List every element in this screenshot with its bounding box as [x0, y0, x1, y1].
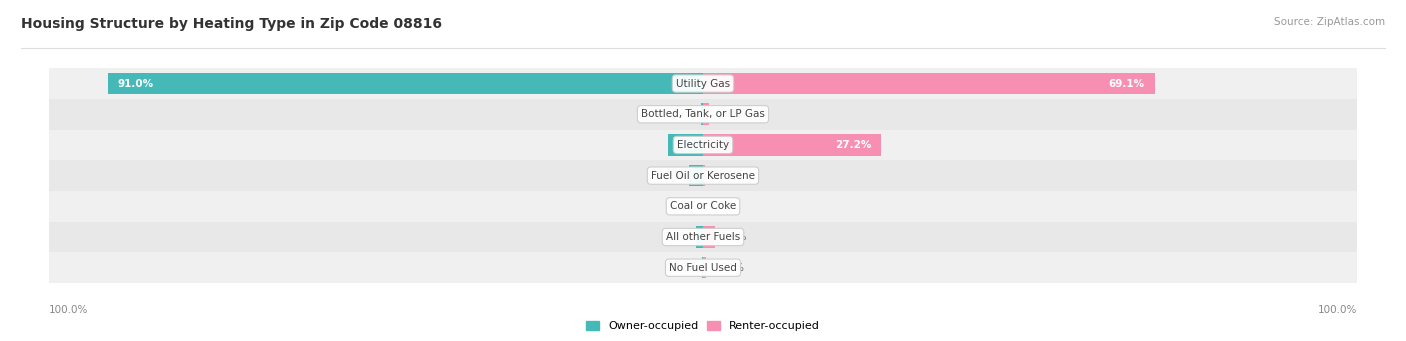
Bar [703, 134, 880, 155]
Bar [49, 160, 1357, 191]
Bar [49, 191, 1357, 222]
Text: 0.12%: 0.12% [664, 263, 697, 273]
Text: 1.9%: 1.9% [721, 232, 747, 242]
Bar [668, 134, 703, 155]
Bar [49, 68, 1357, 99]
Bar [689, 165, 703, 186]
Text: Utility Gas: Utility Gas [676, 78, 730, 89]
Text: 2.2%: 2.2% [657, 170, 683, 181]
Text: 5.4%: 5.4% [678, 140, 707, 150]
Text: All other Fuels: All other Fuels [666, 232, 740, 242]
Text: 0.31%: 0.31% [710, 170, 744, 181]
Bar [108, 73, 703, 94]
Text: 1.1%: 1.1% [664, 232, 690, 242]
Bar [703, 257, 706, 278]
Text: 69.1%: 69.1% [1109, 78, 1144, 89]
Bar [703, 73, 1154, 94]
Bar [696, 226, 703, 248]
Text: 0.0%: 0.0% [672, 201, 697, 211]
Text: 27.2%: 27.2% [835, 140, 872, 150]
Text: Bottled, Tank, or LP Gas: Bottled, Tank, or LP Gas [641, 109, 765, 119]
Text: 100.0%: 100.0% [1317, 305, 1357, 315]
Text: No Fuel Used: No Fuel Used [669, 263, 737, 273]
Bar [703, 226, 716, 248]
Bar [49, 252, 1357, 283]
Text: Fuel Oil or Kerosene: Fuel Oil or Kerosene [651, 170, 755, 181]
Text: Electricity: Electricity [676, 140, 730, 150]
Bar [703, 104, 709, 125]
Bar [702, 104, 703, 125]
Bar [49, 130, 1357, 160]
Legend: Owner-occupied, Renter-occupied: Owner-occupied, Renter-occupied [581, 316, 825, 336]
Bar [703, 165, 704, 186]
Text: 91.0%: 91.0% [118, 78, 155, 89]
Bar [49, 99, 1357, 130]
Text: 0.0%: 0.0% [709, 201, 734, 211]
Text: Coal or Coke: Coal or Coke [669, 201, 737, 211]
Text: Source: ZipAtlas.com: Source: ZipAtlas.com [1274, 17, 1385, 27]
Text: Housing Structure by Heating Type in Zip Code 08816: Housing Structure by Heating Type in Zip… [21, 17, 441, 31]
Text: 0.27%: 0.27% [664, 109, 696, 119]
Text: 0.9%: 0.9% [714, 109, 741, 119]
Text: 0.52%: 0.52% [711, 263, 745, 273]
Bar [49, 222, 1357, 252]
Text: 100.0%: 100.0% [49, 305, 89, 315]
